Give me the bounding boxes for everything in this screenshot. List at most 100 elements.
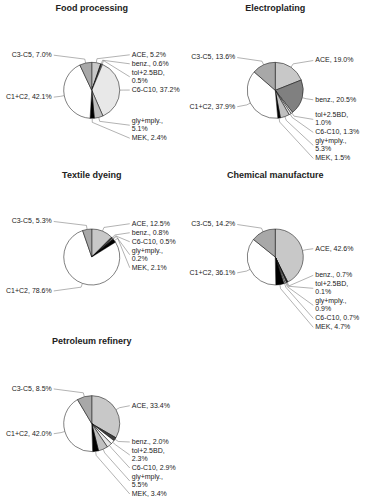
pie: ACE, 12.5% benz., 0.8% C6-C10, 0.5% gly+mpl… (6, 217, 176, 293)
pie-slice (254, 62, 275, 90)
slice-label: MEK, 1.5% (315, 154, 350, 161)
leader-line (54, 221, 87, 229)
pie: ACE, 42.6% benz., 0.7% tol+2.5BD,0.1% gly+m… (190, 220, 360, 330)
slice-label: C6-C10, 37.2% (132, 86, 180, 93)
slice-label: C1+C2, 42.0% (6, 430, 52, 437)
slice-label: benz., 0.7% (315, 271, 352, 278)
pie-slice (253, 229, 275, 257)
slice-label: benz., 20.5% (315, 96, 356, 103)
pie-slice (92, 424, 108, 451)
slice-label: MEK, 4.7% (315, 323, 350, 330)
leader-line (109, 445, 129, 468)
leader-line (285, 117, 313, 146)
slice-label: gly+mply.,5.3% (315, 137, 346, 152)
pie: ACE, 33.4% benz., 2.0% tol+2.5BD,2.3% C6-C1… (6, 385, 176, 497)
leader-line (102, 61, 130, 77)
slice-label: tol+2.5BD,0.5% (132, 69, 165, 84)
slice-label: ACE, 42.6% (315, 245, 353, 252)
slice-label: C3-C5, 5.3% (12, 217, 52, 224)
slice-label: gly+mply.,0.2% (132, 247, 163, 262)
slice-label: C1+C2, 36.1% (190, 269, 236, 276)
leader-line (113, 236, 130, 242)
leader-line (101, 60, 130, 64)
slice-label: C1+C2, 78.6% (6, 287, 52, 294)
pie-slice (80, 62, 92, 90)
pie-slice (92, 424, 99, 452)
slice-label: C3-C5, 7.0% (12, 51, 52, 58)
leader-line (292, 113, 313, 119)
slice-label: gly+mply.,5.1% (132, 117, 163, 132)
leader-line (287, 283, 314, 289)
slice-label: MEK, 3.4% (132, 490, 167, 497)
slice-label: C3-C5, 8.5% (12, 385, 52, 392)
leader-line (280, 285, 313, 328)
slice-label: benz., 0.8% (132, 229, 169, 236)
slice-label: MEK, 2.1% (132, 264, 167, 271)
leader-line (284, 283, 313, 318)
chart-title: Petroleum refinery (52, 336, 132, 346)
chart-title: Textile dyeing (62, 170, 121, 180)
leader-line (302, 249, 313, 251)
leader-line (237, 225, 263, 232)
leader-line (96, 451, 130, 494)
figure: Food processing ACE, 5.2% benz., 0.6% tol+2… (0, 0, 367, 500)
slice-label: ACE, 33.4% (132, 402, 170, 409)
leader-line (54, 96, 65, 98)
chart: Electroplating ACE, 19.0% benz., 20.5% tol+… (190, 3, 360, 161)
slice-label: tol+2.5BD,2.3% (132, 447, 165, 462)
pie-slice (275, 257, 284, 285)
pie: ACE, 5.2% benz., 0.6% tol+2.5BD,0.5% C6-C10… (6, 51, 180, 141)
slice-label: ACE, 19.0% (315, 56, 353, 63)
slice-label: benz., 0.6% (132, 60, 169, 67)
slice-label: ACE, 5.2% (132, 51, 166, 58)
slice-label: gly+mply.,5.5% (132, 473, 163, 488)
chart: Textile dyeing ACE, 12.5% benz., 0.8% C6-C1… (6, 170, 176, 294)
slice-label: C3-C5, 14.2% (191, 220, 235, 227)
pie: ACE, 19.0% benz., 20.5% tol+2.5BD,1.0% C6-C… (190, 53, 360, 161)
leader-line (291, 61, 313, 68)
leader-line (113, 442, 130, 455)
leader-line (237, 58, 263, 65)
leader-line (54, 55, 86, 63)
pie-slice (83, 229, 92, 257)
slice-label: C1+C2, 37.9% (190, 103, 236, 110)
slice-label: MEK, 2.4% (132, 134, 167, 141)
leader-line (114, 238, 129, 267)
leader-line (92, 118, 130, 138)
slice-label: C6-C10, 2.9% (132, 464, 176, 471)
chart: Chemical manufacture ACE, 42.6% benz., 0.7… (190, 170, 360, 331)
leader-line (279, 118, 313, 158)
leader-line (237, 269, 250, 273)
leader-line (116, 406, 130, 410)
slice-label: C6-C10, 1.3% (315, 128, 359, 135)
slice-label: benz., 2.0% (132, 438, 169, 445)
chart-title: Food processing (55, 3, 128, 13)
leader-line (54, 431, 65, 433)
leader-line (287, 275, 313, 286)
leader-line (113, 236, 130, 254)
slice-label: C1+C2, 42.1% (6, 93, 52, 100)
leader-line (290, 114, 313, 132)
slice-label: C3-C5, 13.6% (191, 53, 235, 60)
leader-line (54, 389, 85, 397)
leader-line (99, 117, 130, 125)
chart: Food processing ACE, 5.2% benz., 0.6% tol+2… (6, 3, 180, 141)
chart: Petroleum refinery ACE, 33.4% benz., 2.0% t… (6, 336, 176, 497)
leader-line (120, 90, 130, 91)
slice-label: gly+mply.,0.9% (315, 297, 346, 312)
leader-line (286, 283, 313, 305)
chart-title: Electroplating (245, 3, 305, 13)
chart-title: Chemical manufacture (227, 170, 324, 180)
pie-slice (77, 396, 91, 424)
slice-label: C6-C10, 0.7% (315, 314, 359, 321)
leader-line (103, 449, 130, 481)
leader-line (102, 224, 129, 231)
slice-label: ACE, 12.5% (132, 220, 170, 227)
slice-label: tol+2.5BD,0.1% (315, 280, 348, 295)
slice-label: tol+2.5BD,1.0% (315, 111, 348, 126)
leader-line (237, 103, 250, 107)
leader-line (54, 283, 83, 291)
slice-label: C6-C10, 0.5% (132, 238, 176, 245)
leader-line (115, 439, 130, 442)
leader-line (302, 98, 313, 100)
